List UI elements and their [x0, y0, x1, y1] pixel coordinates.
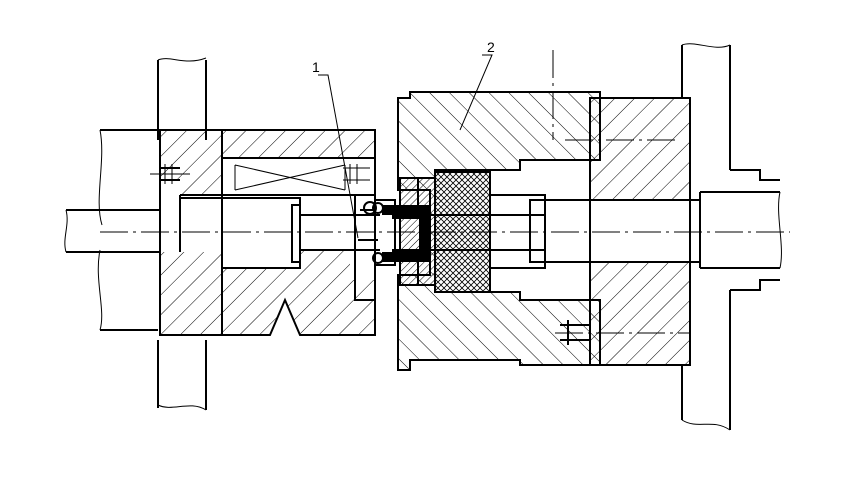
- center-axis-line: [100, 50, 790, 233]
- right-machine-frame: [681, 43, 782, 431]
- left-housing: [150, 129, 380, 336]
- callout-1-leader: [318, 74, 359, 239]
- callout-2-label: 2: [487, 39, 495, 55]
- callout-2-leader: [459, 54, 493, 131]
- callout-1-label: 1: [312, 59, 320, 75]
- left-machine-frame: [97, 57, 207, 411]
- right-die-holder: [397, 91, 700, 371]
- left-piston-rod: [64, 209, 160, 253]
